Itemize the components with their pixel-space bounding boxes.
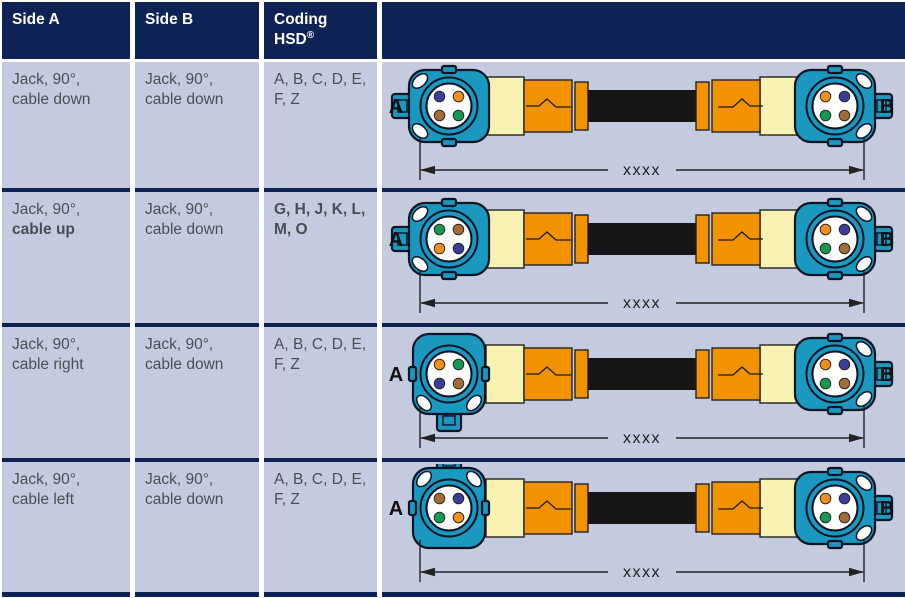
illustration-cell: xxxx A B (382, 327, 905, 458)
connector-a (407, 464, 491, 550)
illustration-cell: xxxx A B (382, 462, 905, 592)
side-a-label: A (389, 229, 403, 251)
side-b-cell: Jack, 90°, cable down (135, 327, 259, 458)
connector-a-pins (433, 358, 465, 389)
coding-cell: G, H, J, K, L, M, O (264, 192, 377, 323)
side-b-text: Jack, 90°, (145, 71, 214, 88)
side-b-text: cable down (145, 90, 224, 108)
length-label: xxxx (623, 430, 661, 447)
table-row: Jack, 90°, cable right Jack, 90°, cable … (2, 327, 905, 458)
cable-body (485, 208, 799, 269)
side-b-text: cable down (145, 490, 224, 508)
side-b-label: B (880, 498, 894, 520)
side-b-text: Jack, 90°, (145, 471, 214, 488)
header-side-b-label: Side B (145, 11, 194, 28)
side-a-label: A (389, 498, 403, 520)
side-b-cell: Jack, 90°, cable down (135, 192, 259, 323)
header-coding: Coding HSD® (264, 2, 377, 59)
connector-b (793, 197, 894, 280)
table-row: Jack, 90°, cable left Jack, 90°, cable d… (2, 462, 905, 592)
connector-a (390, 197, 491, 280)
connector-a-pins (433, 223, 465, 254)
row-divider (2, 458, 905, 462)
cable-assembly-figure: xxxx A B (389, 197, 894, 313)
header-side-a-label: Side A (12, 11, 60, 28)
side-a-cell: Jack, 90°, cable up (2, 192, 130, 323)
coding-text: A, B, C, D, E, F, Z (274, 71, 367, 108)
cable-assembly-figure: xxxx A B (389, 464, 894, 582)
header-coding-line1: Coding (274, 11, 328, 28)
connector-b-pins (819, 90, 851, 122)
side-b-text: Jack, 90°, (145, 336, 214, 353)
dimension-line: xxxx (419, 270, 865, 313)
row-divider (2, 323, 905, 327)
coding-text: A, B, C, D, E, F, Z (274, 336, 367, 373)
coding-cell: A, B, C, D, E, F, Z (264, 62, 377, 188)
connector-a (407, 332, 491, 432)
connector-a (390, 64, 491, 148)
side-a-label: A (389, 96, 403, 118)
coding-text: G, H, J, K, L, M, O (274, 201, 366, 238)
dimension-line: xxxx (419, 138, 865, 180)
header-illustration-spacer (382, 2, 905, 59)
registered-mark: ® (306, 29, 315, 41)
side-b-text: cable down (145, 355, 224, 373)
table-header-row: Side A Side B Coding HSD® (2, 2, 905, 59)
connector-b (793, 64, 894, 148)
connector-b-pins (819, 358, 851, 389)
coding-text: A, B, C, D, E, F, Z (274, 471, 367, 508)
side-a-text: Jack, 90°, (12, 71, 81, 88)
illustration-cell: xxxx A B (382, 62, 905, 188)
side-a-text: Jack, 90°, (12, 201, 81, 218)
side-b-cell: Jack, 90°, cable down (135, 62, 259, 188)
side-b-label: B (880, 229, 894, 251)
side-a-text: cable right (12, 355, 84, 373)
header-coding-line2: HSD® (274, 29, 315, 48)
side-b-label: B (880, 364, 894, 386)
coding-cell: A, B, C, D, E, F, Z (264, 327, 377, 458)
dimension-line: xxxx (419, 405, 865, 448)
side-a-text: cable left (12, 490, 75, 508)
side-b-text: cable down (145, 220, 224, 238)
side-a-text: cable down (12, 90, 91, 108)
coding-cell: A, B, C, D, E, F, Z (264, 462, 377, 592)
cable-body (485, 343, 799, 404)
side-a-text: Jack, 90°, (12, 471, 81, 488)
cable-body (485, 76, 799, 136)
cable-body (485, 478, 799, 538)
row-divider (2, 188, 905, 192)
side-b-text: Jack, 90°, (145, 201, 214, 218)
cable-assembly-figure: xxxx A B (389, 64, 894, 180)
side-a-text: cable up (12, 220, 75, 238)
length-label: xxxx (623, 564, 661, 581)
side-b-cell: Jack, 90°, cable down (135, 462, 259, 592)
connector-b-pins (819, 492, 851, 524)
connector-b (793, 332, 894, 415)
connector-b (793, 466, 894, 550)
connector-b-pins (819, 223, 851, 254)
table-row: Jack, 90°, cable down Jack, 90°, cable d… (2, 62, 905, 188)
connector-a-pins (433, 90, 465, 122)
side-a-cell: Jack, 90°, cable right (2, 327, 130, 458)
connector-a-pins (433, 492, 465, 524)
table-bottom-border (2, 592, 905, 597)
illustration-cell: xxxx A B (382, 192, 905, 323)
length-label: xxxx (623, 162, 661, 179)
side-a-cell: Jack, 90°, cable left (2, 462, 130, 592)
cable-assembly-figure: xxxx A B (389, 332, 894, 448)
side-a-text: Jack, 90°, (12, 336, 81, 353)
side-a-cell: Jack, 90°, cable down (2, 62, 130, 188)
side-b-label: B (880, 96, 894, 118)
table-row: Jack, 90°, cable up Jack, 90°, cable dow… (2, 192, 905, 323)
header-side-a: Side A (2, 2, 130, 59)
side-a-label: A (389, 364, 403, 386)
dimension-line: xxxx (419, 540, 865, 582)
header-side-b: Side B (135, 2, 259, 59)
length-label: xxxx (623, 295, 661, 312)
